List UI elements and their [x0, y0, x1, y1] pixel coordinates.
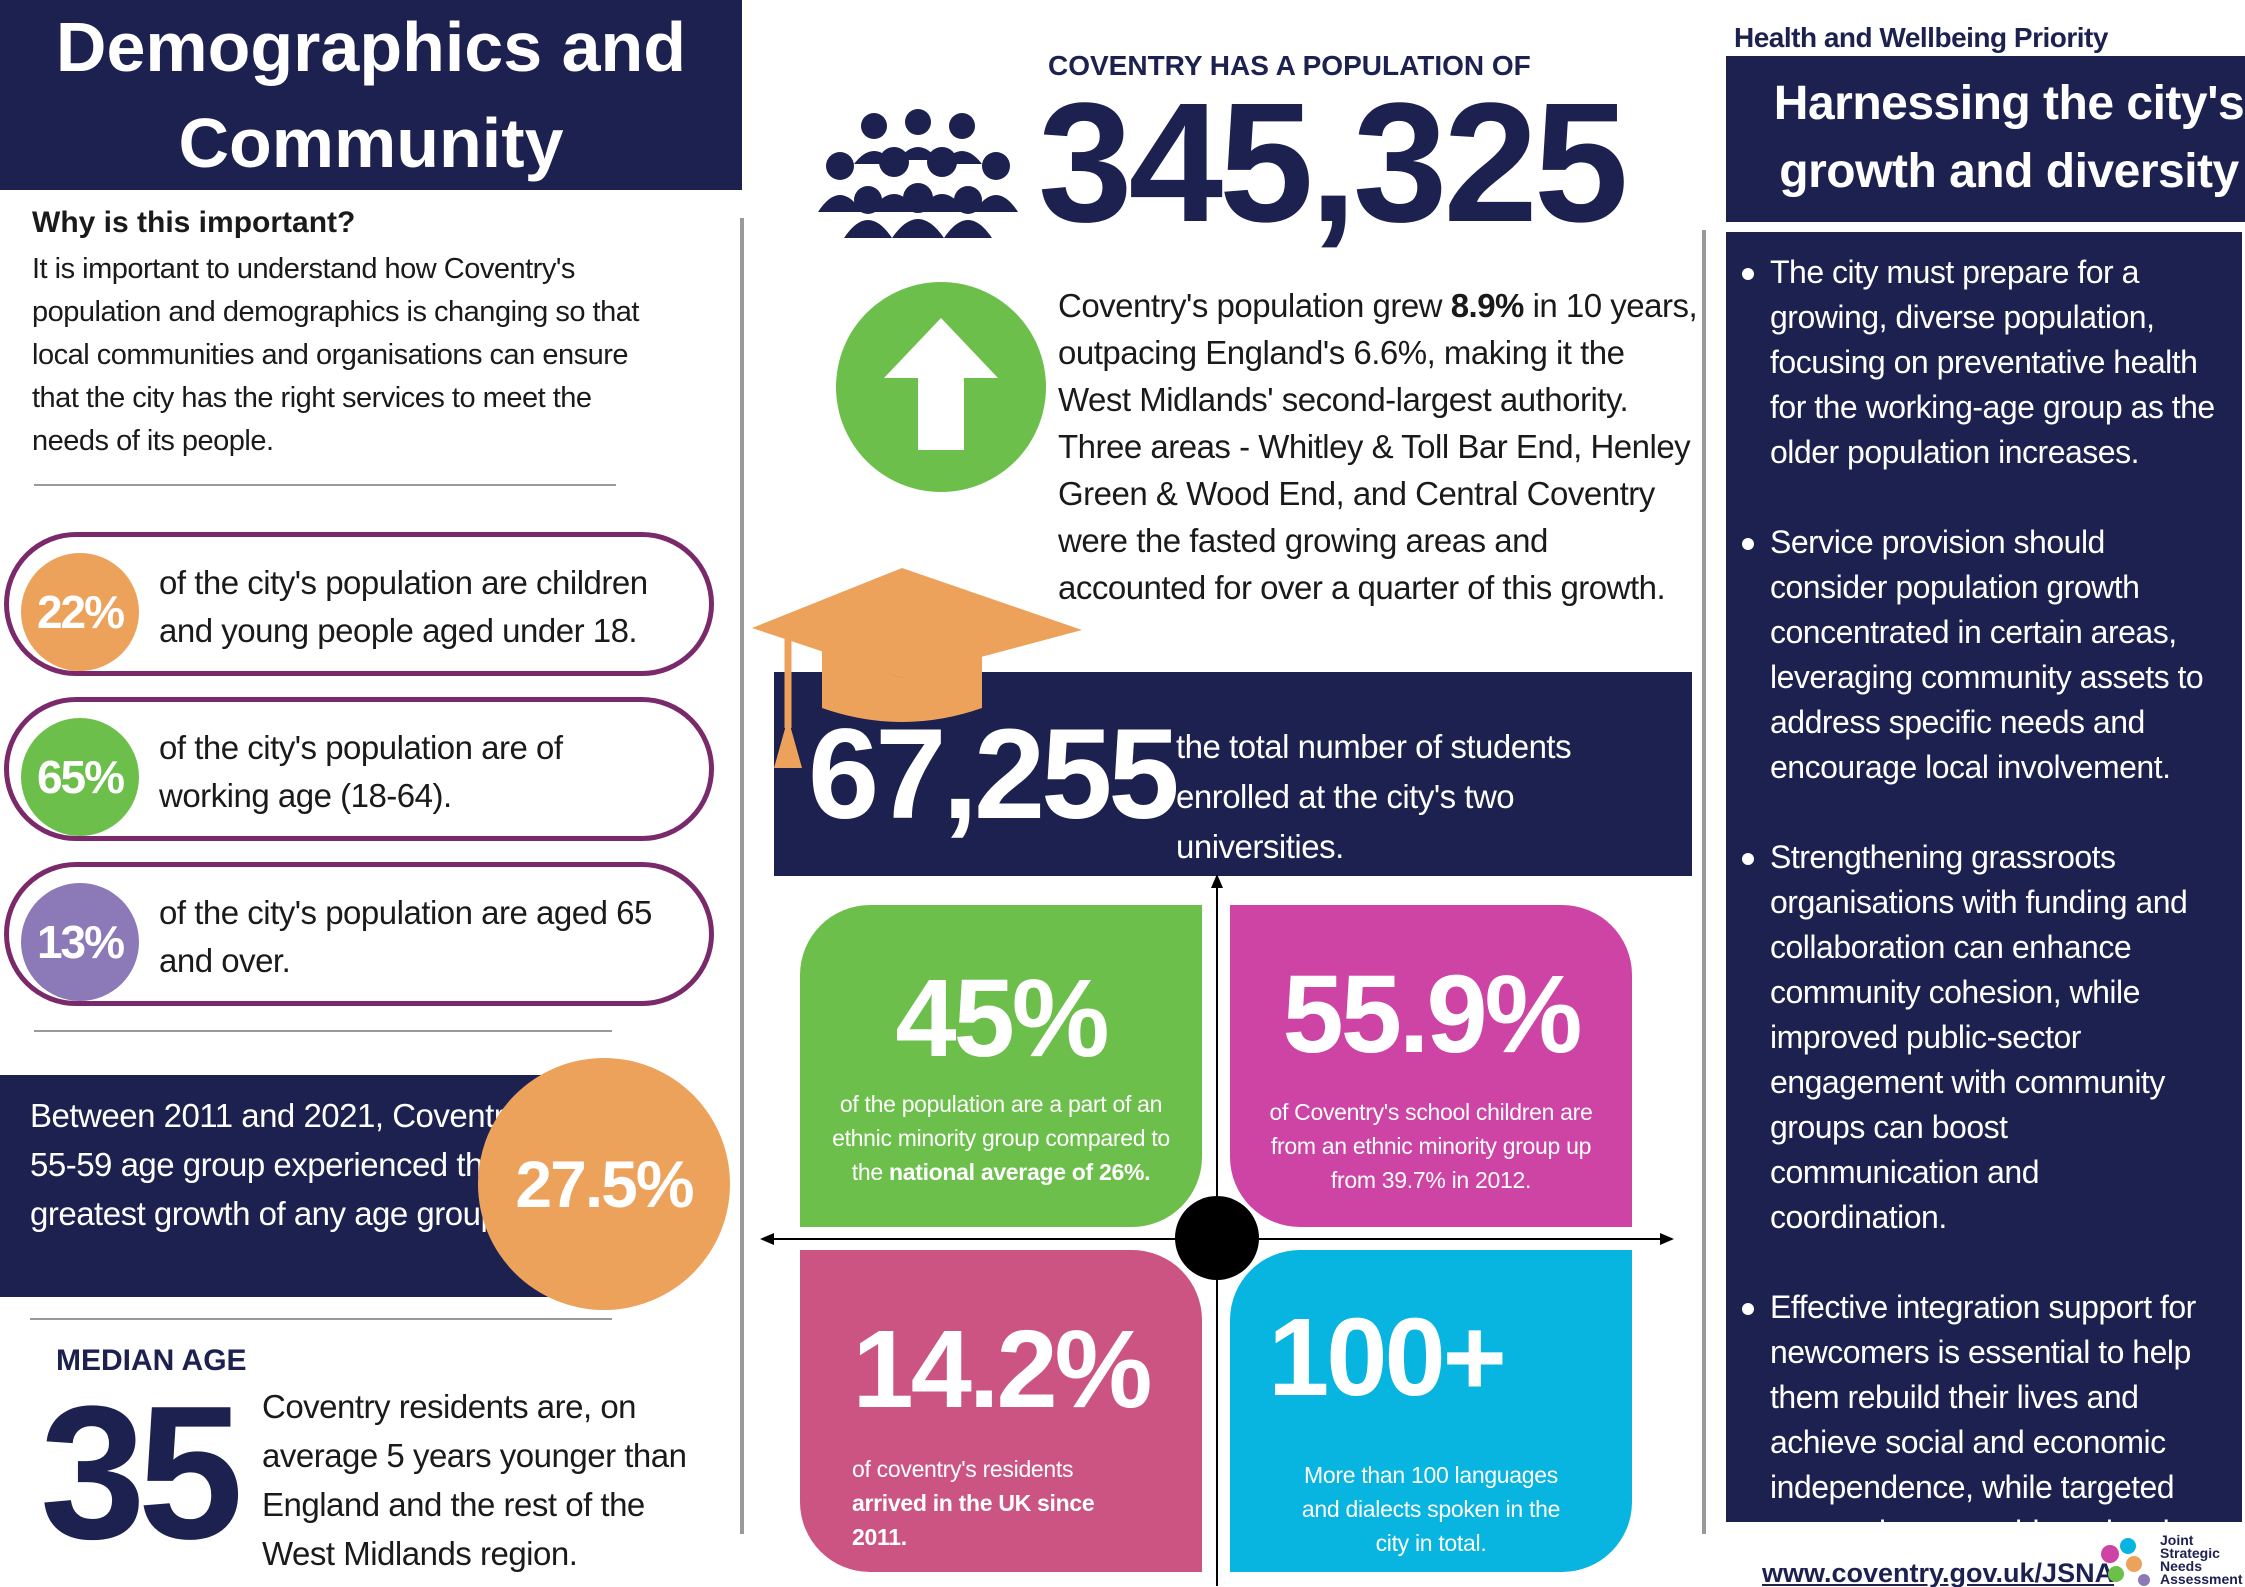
right-title: Harnessing the city's growth and diversi…: [1726, 56, 2245, 222]
median-age-label: MEDIAN AGE: [56, 1344, 247, 1377]
stat-pill-children: 22% of the city's population are childre…: [4, 532, 714, 676]
people-group-icon: [818, 109, 1018, 238]
priority-label: Health and Wellbeing Priority: [1734, 22, 2108, 53]
jsna-logo-text: Joint Strategic Needs Assessment: [2160, 1532, 2243, 1587]
median-age-value: 35: [40, 1367, 243, 1579]
population-growth-text: Coventry's population grew 8.9% in 10 ye…: [1058, 282, 1698, 611]
priority-bullet: The city must prepare for a growing, div…: [1742, 250, 2220, 475]
growth-text-bold: 8.9%: [1450, 287, 1525, 324]
stat-value: 65%: [21, 718, 139, 836]
languages-card: 100+ More than 100 languages and dialect…: [1230, 1250, 1632, 1572]
stat-pill-older: 13% of the city's population are aged 65…: [4, 862, 714, 1006]
priority-bullet: Effective integration support for newcom…: [1742, 1285, 2220, 1587]
quad-text: of Coventry's school children are from a…: [1269, 1099, 1593, 1193]
priority-bullet: Strengthening grassroots organisations w…: [1742, 835, 2220, 1240]
quad-value: 100+: [1268, 1296, 1507, 1419]
why-heading: Why is this important?: [32, 206, 356, 239]
stat-text: of the city's population are children an…: [159, 564, 648, 649]
divider: [34, 484, 616, 486]
center-dot: [1175, 1196, 1259, 1280]
stat-text: of the city's population are of working …: [159, 729, 563, 814]
stat-text: of the city's population are aged 65 and…: [159, 894, 652, 979]
why-body: It is important to understand how Covent…: [32, 253, 639, 457]
quad-value: 55.9%: [1282, 953, 1583, 1076]
median-age-text: Coventry residents are, on average 5 yea…: [262, 1388, 687, 1572]
jsna-logo-icon: [2101, 1538, 2150, 1586]
quad-value: 14.2%: [852, 1308, 1153, 1431]
stat-value: 22%: [21, 553, 139, 671]
new-arrivals-card: 14.2% of coventry's residents arrived in…: [800, 1250, 1202, 1572]
growth-arrow-icon: [836, 282, 1046, 492]
age-growth-value: 27.5%: [478, 1058, 730, 1310]
age-growth-box: Between 2011 and 2021, Coventry's 55-59 …: [0, 1075, 560, 1297]
growth-text-post: in 10 years, outpacing England's 6.6%, m…: [1058, 287, 1698, 606]
students-text: the total number of students enrolled at…: [1176, 728, 1572, 865]
priority-list: The city must prepare for a growing, div…: [1726, 232, 2242, 1587]
quad-text: More than 100 languages and dialects spo…: [1301, 1462, 1561, 1556]
stat-value: 13%: [21, 883, 139, 1001]
graduation-cap-icon: [752, 568, 1082, 768]
ethnic-minority-card: 45% of the population are a part of an e…: [800, 905, 1202, 1227]
stat-pill-working-age: 65% of the city's population are of work…: [4, 697, 714, 841]
priority-bullet: Service provision should consider popula…: [1742, 520, 2220, 790]
divider: [34, 1030, 612, 1032]
quad-value: 45%: [895, 957, 1109, 1080]
growth-text-pre: Coventry's population grew: [1058, 287, 1451, 324]
students-value: 67,255: [808, 703, 1179, 846]
quad-text: of the population are a part of an ethni…: [832, 1091, 1170, 1185]
population-value: 345,325: [1038, 68, 1629, 258]
quad-text: of coventry's residents arrived in the U…: [852, 1456, 1095, 1550]
left-title: Demographics and Community: [0, 0, 742, 190]
column-divider: [740, 218, 744, 1534]
school-children-card: 55.9% of Coventry's school children are …: [1230, 905, 1632, 1227]
population-label: COVENTRY HAS A POPULATION OF: [1048, 50, 1531, 81]
column-divider: [1702, 230, 1706, 1534]
divider: [30, 1318, 612, 1320]
footer-link[interactable]: www.coventry.gov.uk/JSNA: [1762, 1558, 2115, 1587]
